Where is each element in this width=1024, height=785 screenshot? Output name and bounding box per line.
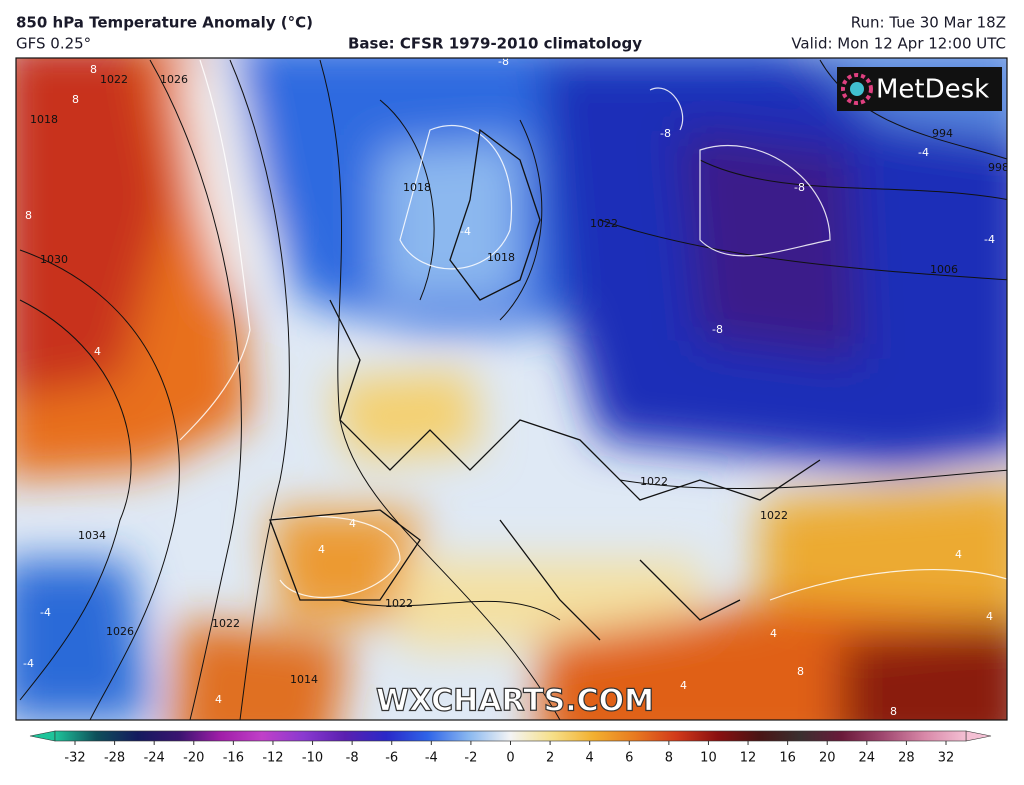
model: GFS 0.25° <box>16 35 91 53</box>
colorbar-tick-label: 0 <box>506 751 514 766</box>
anomaly-label: -4 <box>23 657 34 670</box>
anomaly-label: -4 <box>918 146 929 159</box>
colorbar: -32 -28 -24 -20 -16 -12 -10 -8 -6 -4 -2 0 2 4 6 8 10 12 16… <box>29 730 992 766</box>
isobar-label: 1034 <box>78 529 106 542</box>
colorbar-tick-label: 6 <box>625 751 633 766</box>
colorbar-tick-label: 32 <box>938 751 955 766</box>
colorbar-tick-label: 12 <box>740 751 757 766</box>
anomaly-label: -8 <box>794 181 805 194</box>
anomaly-label: -4 <box>984 233 995 246</box>
anomaly-label: 4 <box>94 345 101 358</box>
valid: Valid: Mon 12 Apr 12:00 UTC <box>791 35 1006 53</box>
isobar-label: 1006 <box>930 263 958 276</box>
base: Base: CFSR 1979-2010 climatology <box>348 35 642 53</box>
anomaly-label: -8 <box>660 127 671 140</box>
anomaly-label: 8 <box>890 705 897 718</box>
anomaly-label: 4 <box>770 627 777 640</box>
colorbar-bar <box>54 730 967 742</box>
isobar-label: 1022 <box>760 509 788 522</box>
logo-text: MetDesk <box>876 75 989 105</box>
map-frame <box>15 57 1008 721</box>
isobar-label: 1026 <box>106 625 134 638</box>
isobar-label: 1026 <box>160 73 188 86</box>
colorbar-tick-label: -12 <box>262 751 283 766</box>
isobar-label: 994 <box>932 127 953 140</box>
anomaly-label: 4 <box>318 543 325 556</box>
anomaly-label: -8 <box>498 55 509 68</box>
anomaly-label: -4 <box>460 225 471 238</box>
colorbar-tick-label: -8 <box>346 751 359 766</box>
colorbar-tick-label: 8 <box>665 751 673 766</box>
isobar-label: 1014 <box>290 673 318 686</box>
colorbar-tick-label: 10 <box>700 751 717 766</box>
anomaly-label: 4 <box>680 679 687 692</box>
watermark: WXCHARTS.COM <box>376 684 654 719</box>
colorbar-tick-label: -24 <box>144 751 165 766</box>
colorbar-tick-label: -2 <box>464 751 477 766</box>
logo: MetDesk <box>837 67 1002 111</box>
colorbar-tick-label: 28 <box>898 751 915 766</box>
colorbar-tick-label: 24 <box>859 751 876 766</box>
colorbar-right-arrow <box>965 730 992 742</box>
isobar-label: 1022 <box>640 475 668 488</box>
title: 850 hPa Temperature Anomaly (°C) <box>16 14 313 32</box>
colorbar-tick-label: -16 <box>223 751 244 766</box>
colorbar-tick-label: 20 <box>819 751 836 766</box>
anomaly-label: 8 <box>72 93 79 106</box>
isobar-label: 1022 <box>100 73 128 86</box>
anomaly-label: 4 <box>955 548 962 561</box>
isobar-label: 998 <box>988 161 1009 174</box>
colorbar-left-arrow <box>29 730 56 742</box>
anomaly-label: 4 <box>215 693 222 706</box>
isobar-label: 1030 <box>40 253 68 266</box>
anomaly-label: 4 <box>986 610 993 623</box>
isobar-label: 1022 <box>590 217 618 230</box>
anomaly-label: -4 <box>40 606 51 619</box>
colorbar-tick-label: -4 <box>425 751 438 766</box>
colorbar-tick-label: -20 <box>183 751 204 766</box>
colorbar-tick-label: 16 <box>779 751 796 766</box>
colorbar-tick-label: 2 <box>546 751 554 766</box>
isobar-label: 1022 <box>385 597 413 610</box>
anomaly-label: 8 <box>90 63 97 76</box>
colorbar-tick-label: -28 <box>104 751 125 766</box>
colorbar-tick-label: -32 <box>64 751 85 766</box>
anomaly-label: 8 <box>25 209 32 222</box>
run: Run: Tue 30 Mar 18Z <box>851 14 1006 32</box>
anomaly-label: 4 <box>349 517 356 530</box>
colorbar-tick-label: 4 <box>586 751 594 766</box>
colorbar-tick-label: -6 <box>385 751 398 766</box>
map: 1018 1022 1026 1030 1034 1026 1022 1014 … <box>16 55 1009 720</box>
isobar-label: 1018 <box>487 251 515 264</box>
isobar-label: 1018 <box>403 181 431 194</box>
isobar-label: 1022 <box>212 617 240 630</box>
colorbar-tick-label: -10 <box>302 751 323 766</box>
isobar-label: 1018 <box>30 113 58 126</box>
anomaly-label: 8 <box>797 665 804 678</box>
anomaly-label: -8 <box>712 323 723 336</box>
